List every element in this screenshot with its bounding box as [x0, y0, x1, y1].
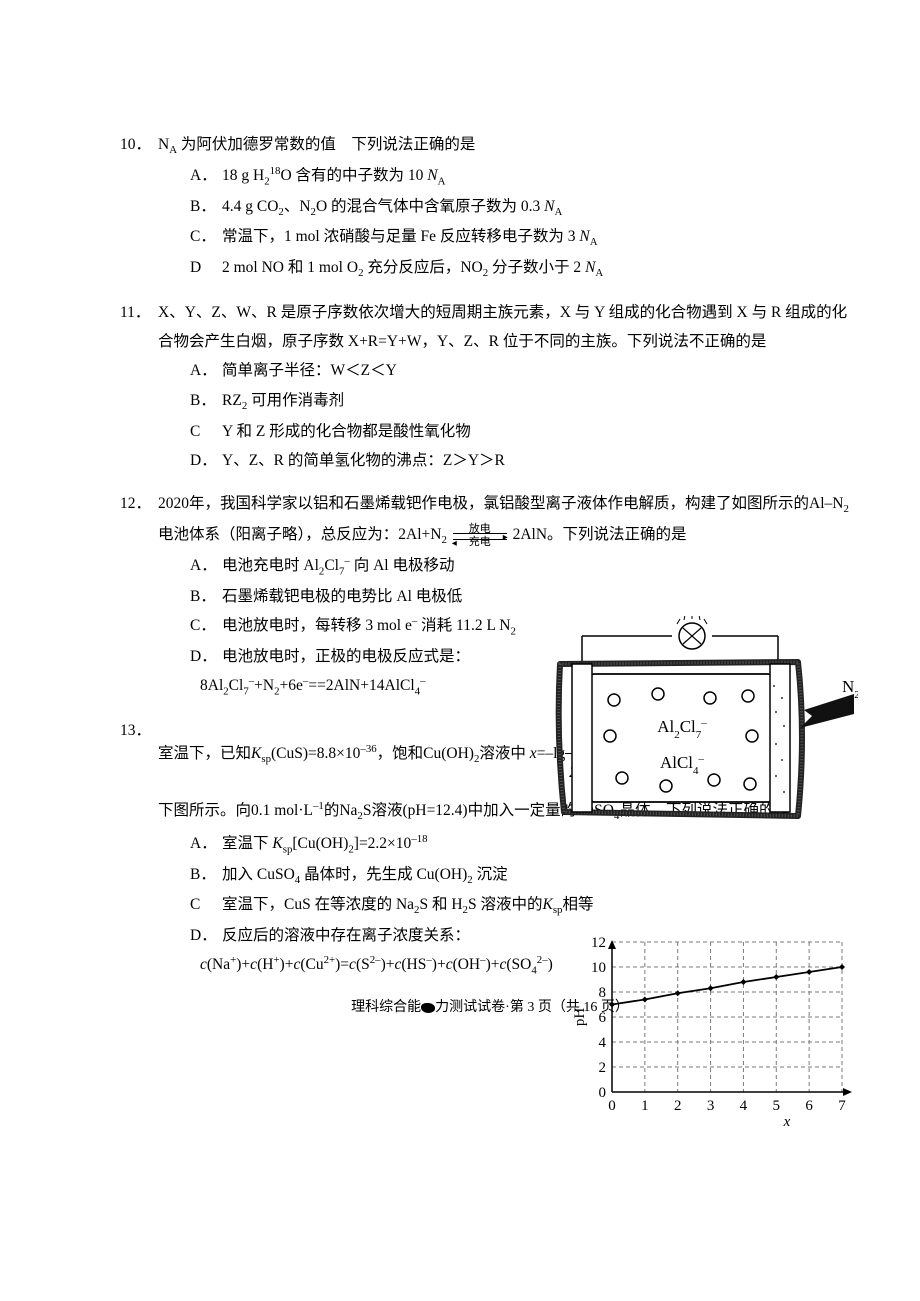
q13-C: 室温下，CuS 在等浓度的 Na2S 和 H2S 溶液中的Ksp相等	[222, 890, 593, 921]
reversible-arrow: 放电 ▸ ◂ 充电	[453, 523, 507, 549]
q11-D: Y、Z、R 的简单氢化物的沸点：Z＞Y＞R	[222, 446, 505, 475]
q12-A: 电池充电时 Al2Cl7– 向 Al 电极移动	[222, 551, 454, 582]
svg-text:5: 5	[773, 1098, 781, 1114]
svg-text:4: 4	[740, 1098, 748, 1114]
ph-x-line-chart: 02468101201234567pHx	[570, 932, 860, 1132]
q10-D: 2 mol NO 和 1 mol O2 充分反应后，NO2 分子数小于 2 NA	[222, 253, 603, 284]
q12-D: 电池放电时，正极的电极反应式是：	[222, 642, 470, 671]
q10-number: 10．	[120, 130, 158, 159]
svg-text:10: 10	[591, 960, 606, 976]
q13-A: 室温下 Ksp[Cu(OH)2]=2.2×10–18	[222, 829, 428, 860]
q10-A: 18 g H218O 含有的中子数为 10 NA	[222, 161, 445, 192]
q12-stem: 2020年，我国科学家以铝和石墨烯载钯作电极，氯铝酸型离子液体作电解质，构建了如…	[158, 489, 860, 550]
q12-stem-post: 2AlN。下列说法正确的是	[513, 526, 687, 543]
svg-text:6: 6	[805, 1098, 813, 1114]
q12-C: 电池放电时，每转移 3 mol e– 消耗 11.2 L N2	[222, 611, 516, 642]
svg-text:x: x	[783, 1114, 791, 1130]
q12-B: 石墨烯载钯电极的电势比 Al 电极低	[222, 582, 462, 611]
svg-text:8: 8	[599, 985, 607, 1001]
q13-D: 反应后的溶液中存在离子浓度关系：	[222, 921, 470, 950]
svg-text:6: 6	[599, 1010, 607, 1026]
svg-text:7: 7	[838, 1098, 846, 1114]
q13-stem-pre: 室温下，已知Ksp(CuS)=8.8×10–36，饱和Cu(OH)2溶液中 x=…	[158, 745, 565, 762]
q10-C: 常温下，1 mol 浓硝酸与足量 Fe 反应转移电子数为 3 NA	[222, 222, 598, 253]
svg-text:1: 1	[641, 1098, 649, 1114]
q11-stem: X、Y、Z、W、R 是原子序数依次增大的短周期主族元素，X 与 Y 组成的化合物…	[158, 298, 860, 357]
q11-B: RZ2 可用作消毒剂	[222, 386, 344, 417]
svg-text:2: 2	[599, 1060, 607, 1076]
question-10: 10． NA 为阿伏加德罗常数的值 下列说法正确的是 A．18 g H218O …	[120, 130, 860, 284]
svg-text:12: 12	[591, 935, 606, 951]
svg-text:4: 4	[599, 1035, 607, 1051]
svg-text:2: 2	[674, 1098, 682, 1114]
q13-number: 13．	[120, 716, 158, 745]
q11-number: 11．	[120, 298, 158, 327]
svg-text:pH: pH	[572, 1008, 588, 1027]
ink-blob-icon	[421, 1003, 435, 1013]
q11-C: Y 和 Z 形成的化合物都是酸性氧化物	[222, 417, 471, 446]
svg-text:0: 0	[608, 1098, 616, 1114]
footer-text-left: 理科综合能	[351, 1000, 421, 1015]
q11-A: 简单离子半径：W＜Z＜Y	[222, 356, 397, 385]
q13-B: 加入 CuSO4 晶体时，先生成 Cu(OH)2 沉淀	[222, 860, 508, 891]
q12-number: 12．	[120, 489, 158, 518]
svg-text:0: 0	[599, 1085, 607, 1101]
svg-text:3: 3	[707, 1098, 715, 1114]
question-11: 11． X、Y、Z、W、R 是原子序数依次增大的短周期主族元素，X 与 Y 组成…	[120, 298, 860, 476]
q10-B: 4.4 g CO2、N2O 的混合气体中含氧原子数为 0.3 NA	[222, 192, 562, 223]
battery-diagram: Al2Cl7– AlCl4– N2	[542, 616, 858, 828]
q10-stem: NA 为阿伏加德罗常数的值 下列说法正确的是	[158, 130, 860, 161]
